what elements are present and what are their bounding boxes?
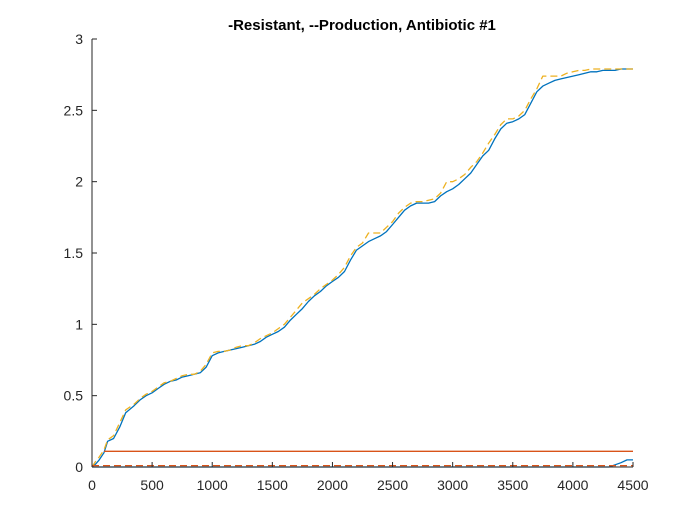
y-tick-label: 1.5 [64, 245, 84, 261]
x-tick-label: 1500 [257, 477, 288, 493]
y-tick-label: 2.5 [64, 102, 84, 118]
x-tick-label: 3500 [497, 477, 528, 493]
y-tick-label: 1 [75, 316, 83, 332]
y-tick-label: 0 [75, 459, 83, 475]
y-tick-label: 3 [75, 31, 83, 47]
x-tick-label: 4500 [617, 477, 648, 493]
y-axis-ticks: 0 0.5 1 1.5 2 2.5 3 [64, 31, 97, 475]
x-tick-label: 1000 [197, 477, 228, 493]
x-tick-label: 4000 [557, 477, 588, 493]
y-tick-label: 2 [75, 174, 83, 190]
x-tick-label: 3000 [437, 477, 468, 493]
x-tick-label: 2500 [377, 477, 408, 493]
x-tick-label: 2000 [317, 477, 348, 493]
series-line-2 [91, 68, 633, 468]
chart-title: -Resistant, --Production, Antibiotic #1 [228, 17, 496, 34]
y-tick-label: 0.5 [64, 388, 84, 404]
x-tick-label: 500 [140, 477, 164, 493]
x-tick-label: 0 [88, 477, 96, 493]
series-line-1 [91, 68, 633, 468]
series-layer [91, 68, 633, 468]
x-axis-ticks: 0 500 1000 1500 2000 2500 3000 3500 4000 4500 [88, 462, 649, 493]
